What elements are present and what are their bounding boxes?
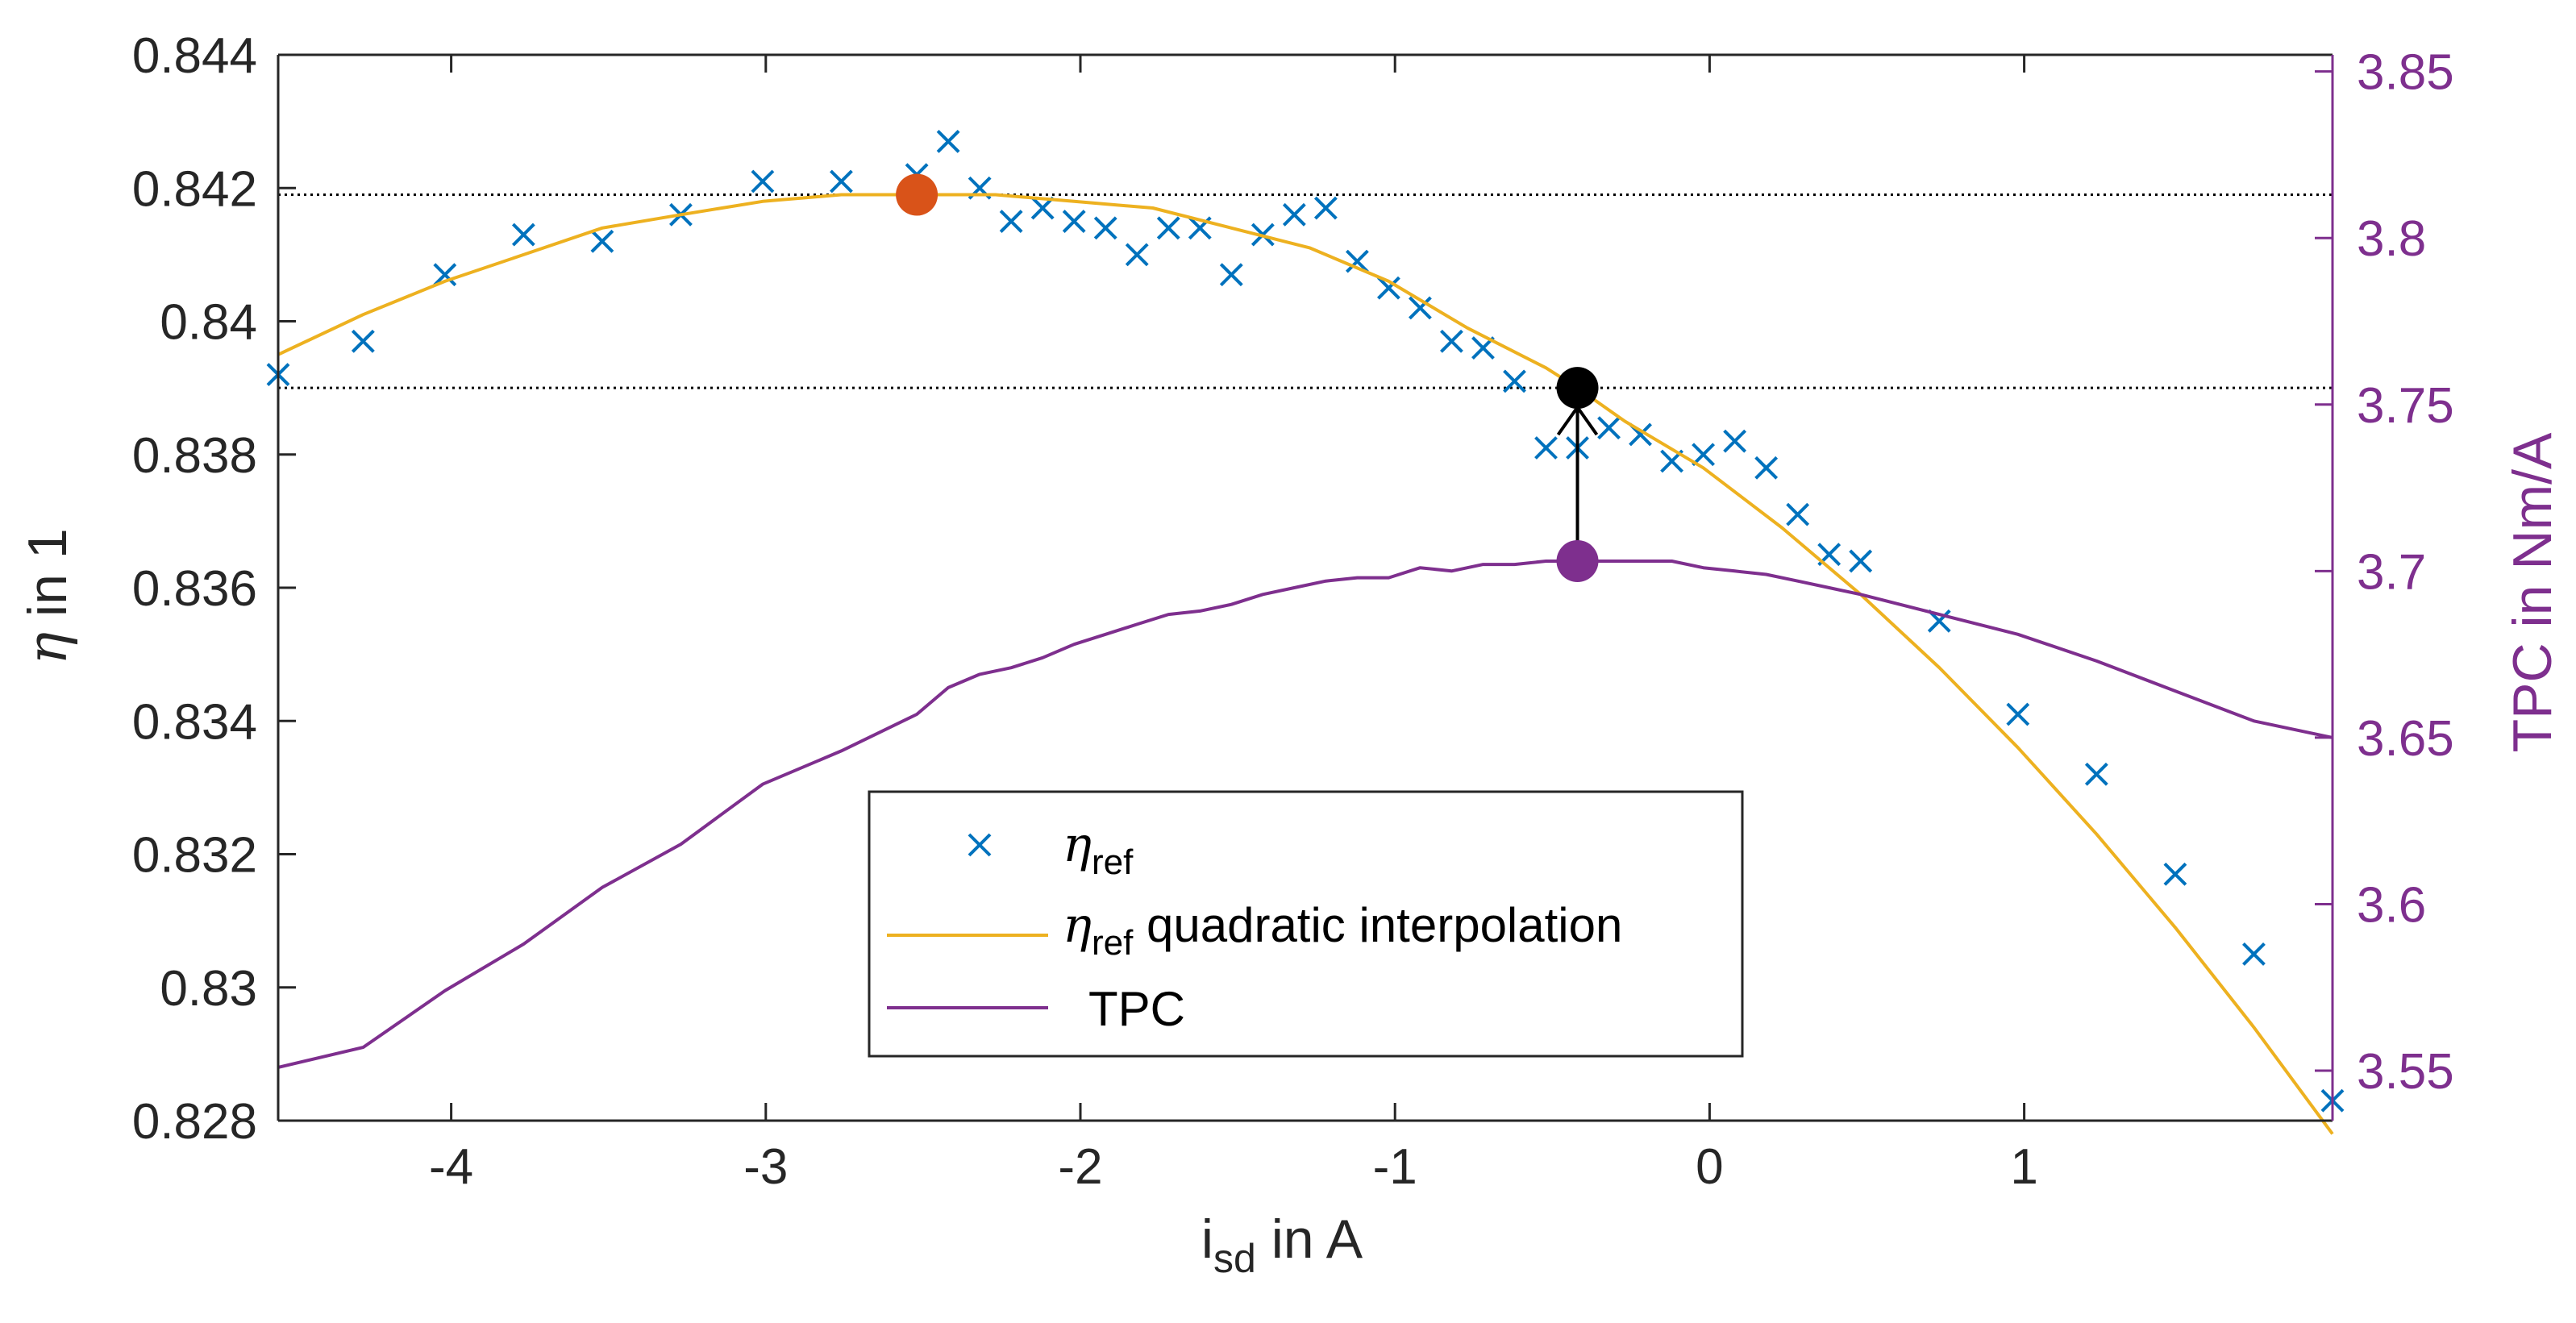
max-eta-marker: [896, 173, 938, 216]
eta-ref-point: [1503, 369, 1526, 393]
eta-ref-point: [590, 229, 614, 253]
y-left-tick-label: 0.834: [132, 694, 257, 750]
x-axis-label-main: i: [1201, 1209, 1213, 1270]
legend-box: [868, 790, 1744, 1058]
x-tick-label: 0: [1696, 1139, 1723, 1195]
eta-ref-point: [2006, 702, 2030, 726]
eta-ref-point: [1062, 210, 1086, 233]
x-axis-label-sub: sd: [1213, 1236, 1256, 1281]
x-tick-label: -1: [1373, 1139, 1417, 1195]
y-right-tick-label: 3.6: [2357, 877, 2426, 933]
eta-ref-point: [1849, 549, 1873, 573]
eta-ref-point: [1030, 196, 1055, 220]
eta-ref-point: [1093, 216, 1117, 240]
eta-ref-point: [2084, 762, 2108, 786]
eta-ref-point: [1313, 196, 1338, 220]
y-right-tick-label: 3.8: [2357, 211, 2426, 267]
y-right-tick-label: 3.75: [2357, 378, 2454, 434]
legend: ηref ηref quadratic interpolation TPC: [868, 790, 1744, 1058]
legend-label-interp: ηref quadratic interpolation: [1063, 897, 1622, 963]
legend-item-interp: ηref quadratic interpolation: [887, 897, 1622, 963]
y-left-label-greek: η: [16, 632, 80, 665]
y-right-tick-label: 3.85: [2357, 45, 2454, 101]
interp-line: [277, 193, 2334, 1135]
eta-ref-point: [1409, 296, 1432, 320]
legend-label-eta-ref: ηref: [1063, 817, 1134, 882]
eta-ref-point: [1376, 276, 1400, 300]
y-left-tick-label: 0.844: [132, 28, 257, 84]
eta-ref-point: [1125, 243, 1149, 267]
y-left-tick-label: 0.83: [160, 961, 257, 1017]
legend-marker-x: [968, 833, 992, 857]
y-left-tick-label: 0.842: [132, 161, 257, 217]
eta-ref-point: [1534, 436, 1558, 460]
eta-ref-point: [999, 210, 1023, 233]
x-axis-label: isd in A: [1201, 1209, 1363, 1281]
y-right-tick-label: 3.65: [2357, 711, 2454, 767]
y-right-axis-label: TPC in Nm/A: [2502, 432, 2563, 752]
y-right-tick-label: 3.7: [2357, 544, 2426, 600]
legend-eta-ref-sub: ref: [1092, 842, 1134, 882]
x-tick-label: 1: [2010, 1139, 2037, 1195]
plot-area: [266, 129, 2345, 1135]
x-axis-label-rest: in A: [1256, 1209, 1363, 1270]
reference-lines: [278, 193, 2333, 389]
y-left-tick-label: 0.832: [132, 828, 257, 884]
y-right-tick-label: 3.55: [2357, 1044, 2454, 1100]
eta-ref-point: [511, 223, 535, 247]
y-left-tick-label: 0.828: [132, 1094, 257, 1150]
y-left-axis-label: η in 1: [16, 528, 80, 664]
tpc-line: [277, 560, 2333, 1069]
legend-label-tpc: TPC: [1088, 982, 1185, 1036]
eta-ref-point: [751, 169, 775, 193]
eta-ref-point: [1597, 416, 1621, 440]
eta-ref-point: [1723, 429, 1747, 453]
eta-ref-point: [2163, 862, 2187, 886]
eta-ref-point: [351, 329, 375, 353]
eta-ref-point: [1345, 249, 1369, 273]
x-tick-label: -2: [1058, 1139, 1102, 1195]
eta-ref-point: [1282, 202, 1306, 227]
legend-interp-greek: η: [1063, 897, 1092, 954]
y-left-label-rest: in 1: [17, 528, 78, 632]
x-tick-label: -3: [743, 1139, 788, 1195]
legend-interp-text: quadratic interpolation: [1133, 898, 1622, 952]
axes: -4 -3 -2 -1 0 1 0.828 0.83 0.832 0.834 0.836 0.838 0…: [132, 28, 2454, 1195]
eta-ref-point: [1440, 329, 1463, 353]
x-tick-label: -4: [429, 1139, 473, 1195]
eta-ref-point: [433, 263, 457, 287]
y-left-tick-label: 0.838: [132, 428, 257, 484]
eta-ref-point: [1219, 263, 1243, 287]
legend-eta-ref-greek: η: [1063, 817, 1092, 873]
legend-interp-sub: ref: [1092, 923, 1134, 963]
eta-ref-point: [936, 129, 960, 153]
eta-ref-point: [1786, 502, 1810, 526]
legend-item-tpc: TPC: [887, 982, 1185, 1036]
max-tpc-marker: [1556, 539, 1599, 582]
y-left-tick-label: 0.84: [160, 295, 257, 351]
eta-ref-point: [1754, 456, 1779, 480]
legend-item-eta-ref: ηref: [968, 817, 1134, 882]
eta-ref-point: [2242, 942, 2266, 966]
eta-ref-point: [830, 169, 853, 193]
y-left-tick-label: 0.836: [132, 561, 257, 617]
eta-at-max-tpc-marker: [1556, 367, 1599, 410]
eta-ref-point: [1692, 443, 1716, 467]
eta-ref-point: [1156, 216, 1180, 240]
